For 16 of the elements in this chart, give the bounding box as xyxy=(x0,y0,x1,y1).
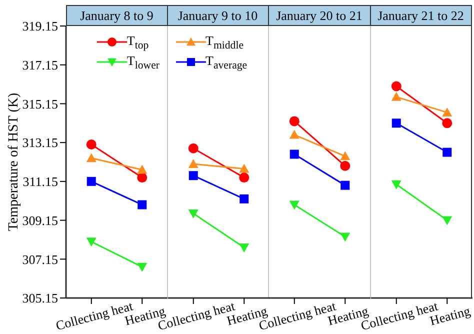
y-tick-label: 307.15 xyxy=(22,252,58,267)
legend-label: T$_{lower}$ xyxy=(126,52,160,72)
y-axis-title: Temperature of HST (K) xyxy=(6,92,22,232)
y-tick-label: 317.15 xyxy=(22,57,58,72)
legend-label: T$_{average}$ xyxy=(206,52,248,72)
legend-label: T$_{top}$ xyxy=(126,32,149,52)
y-tick-label: 309.15 xyxy=(22,212,58,228)
chart-title: January 8 to 9 xyxy=(66,5,168,26)
chart-title: January 9 to 10 xyxy=(168,5,269,26)
chart-title: January 20 to 21 xyxy=(269,5,370,26)
y-tick-label: 319.15 xyxy=(22,18,58,34)
y-tick-label: 315.15 xyxy=(22,96,58,112)
y-tick-label: 305.15 xyxy=(22,290,58,306)
y-tick-label: 313.15 xyxy=(22,135,58,150)
y-tick-label: 311.15 xyxy=(22,174,58,190)
legend-label: T$_{middle}$ xyxy=(206,32,244,52)
